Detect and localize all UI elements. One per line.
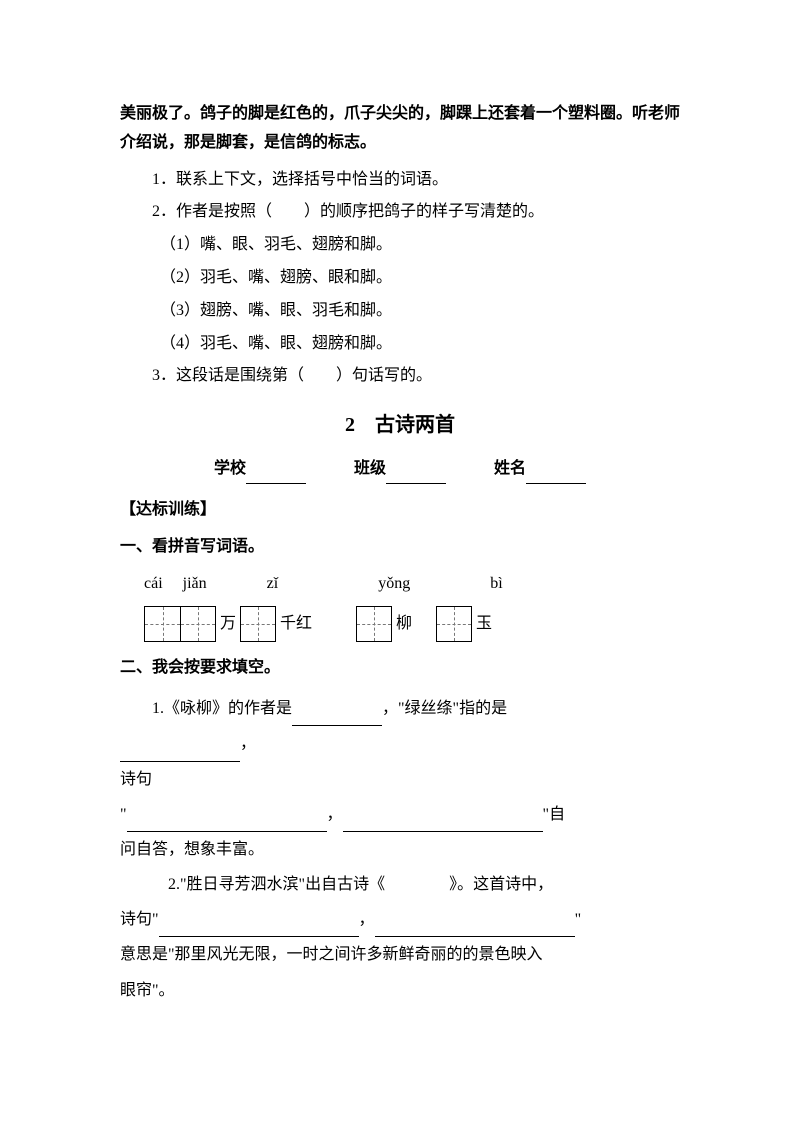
q2-option-2: （2）羽毛、嘴、翅膀、眼和脚。 <box>120 264 680 293</box>
fill2-quote-close: " <box>575 911 582 928</box>
school-blank[interactable] <box>246 464 306 484</box>
class-blank[interactable] <box>386 464 446 484</box>
class-label: 班级 <box>354 460 386 477</box>
tian-box-3[interactable] <box>356 606 392 642</box>
character-box-row: 万 千红 柳 玉 <box>144 606 680 642</box>
question-1: 1．联系上下文，选择括号中恰当的词语。 <box>120 166 680 195</box>
fill1-end: 问自答，想象丰富。 <box>120 841 264 858</box>
pinyin-1: cái <box>144 570 163 599</box>
fill1-shiju: 诗句 <box>120 771 152 788</box>
training-header: 【达标训练】 <box>120 496 680 525</box>
fill1-prefix: 1.《咏柳》的作者是 <box>152 700 292 717</box>
section-2-title: 二、我会按要求填空。 <box>120 654 680 683</box>
question-3: 3．这段话是围绕第（ ）句话写的。 <box>120 362 680 391</box>
fill-1-line-5: 问自答，想象丰富。 <box>120 832 680 867</box>
label-liu: 柳 <box>396 606 412 642</box>
pinyin-4: yǒng <box>378 570 410 599</box>
fill1-blank-4[interactable] <box>343 814 543 832</box>
fill1-blank-3[interactable] <box>127 814 327 832</box>
fill1-quote-close: "自 <box>543 806 566 823</box>
fill-2-line-3: 意思是"那里风光无限，一时之间许多新鲜奇丽的的景色映入 <box>120 937 680 972</box>
fill2-blank-1[interactable] <box>159 919 359 937</box>
lesson-title: 2 古诗两首 <box>120 407 680 443</box>
fill-1-line-3: 诗句 <box>120 762 680 797</box>
fill1-quote-mid: ， <box>327 806 343 823</box>
name-blank[interactable] <box>526 464 586 484</box>
tian-box-2[interactable] <box>240 606 276 642</box>
fill2-shiju-open: 诗句" <box>120 911 159 928</box>
tian-pair-1[interactable] <box>144 606 216 642</box>
pinyin-5: bì <box>490 570 502 599</box>
fill2-end: 眼帘"。 <box>120 982 175 999</box>
fill2-meaning: 意思是"那里风光无限，一时之间许多新鲜奇丽的的景色映入 <box>120 946 543 963</box>
label-wan: 万 <box>220 606 236 642</box>
fill2-prefix: 2."胜日寻芳泗水滨"出自古诗《 》。这首诗中， <box>168 876 553 893</box>
fill1-blank-1[interactable] <box>292 708 382 726</box>
fill1-blank-2[interactable] <box>120 744 240 762</box>
fill-2-line-4: 眼帘"。 <box>120 973 680 1008</box>
fill-1-line-2: ， <box>120 726 680 761</box>
school-label: 学校 <box>214 460 246 477</box>
pinyin-2: jiǎn <box>183 570 207 599</box>
passage-text: 美丽极了。鸽子的脚是红色的，爪子尖尖的，脚踝上还套着一个塑料圈。听老师介绍说，那… <box>120 100 680 158</box>
label-yu: 玉 <box>476 606 492 642</box>
fill-1-line-4: "，"自 <box>120 797 680 832</box>
pinyin-row: cái jiǎn zǐ yǒng bì <box>144 570 680 599</box>
pinyin-3: zǐ <box>267 570 279 599</box>
fill1-mid: ，"绿丝绦"指的是 <box>382 700 507 717</box>
fill1-comma: ， <box>240 735 256 752</box>
fill-2-line-2: 诗句" ， " <box>120 902 680 937</box>
question-2: 2．作者是按照（ ）的顺序把鸽子的样子写清楚的。 <box>120 198 680 227</box>
tian-box-4[interactable] <box>436 606 472 642</box>
q2-option-3: （3）翅膀、嘴、眼、羽毛和脚。 <box>120 297 680 326</box>
section-1-title: 一、看拼音写词语。 <box>120 533 680 562</box>
fill2-blank-2[interactable] <box>375 919 575 937</box>
fill-1-line-1: 1.《咏柳》的作者是 ，"绿丝绦"指的是 <box>120 691 680 726</box>
q2-option-4: （4）羽毛、嘴、眼、翅膀和脚。 <box>120 330 680 359</box>
fill-2-line-1: 2."胜日寻芳泗水滨"出自古诗《 》。这首诗中， <box>120 867 680 902</box>
name-label: 姓名 <box>494 460 526 477</box>
q2-option-1: （1）嘴、眼、羽毛、翅膀和脚。 <box>120 231 680 260</box>
student-form: 学校 班级 姓名 <box>120 455 680 484</box>
label-qianhong: 千红 <box>280 606 312 642</box>
fill2-mid: ， <box>359 911 375 928</box>
